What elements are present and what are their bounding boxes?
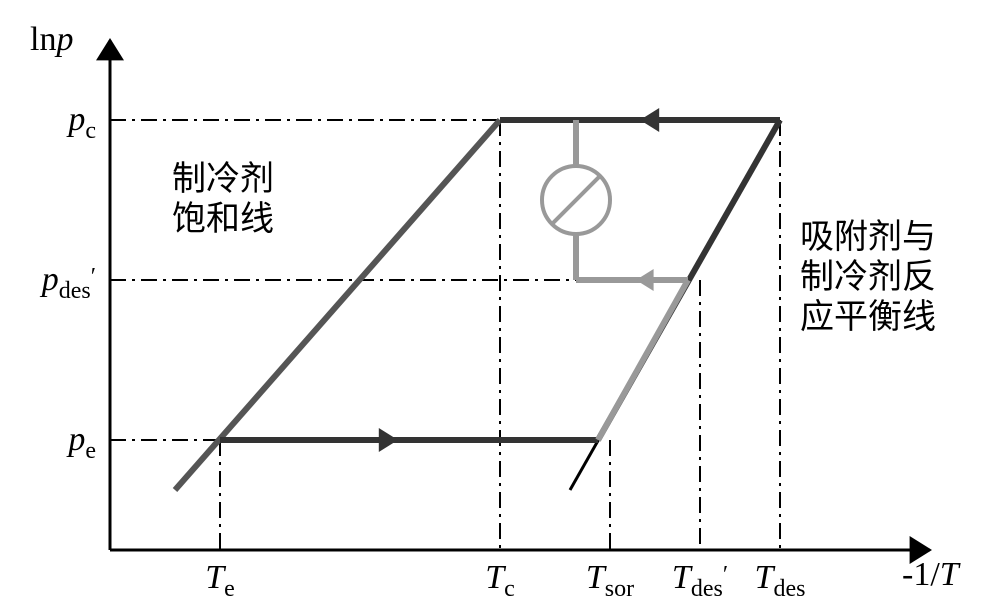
label-eq-3: 应平衡线: [800, 298, 936, 336]
label-eq-2: 制冷剂反: [800, 258, 936, 296]
y-axis-label: lnp: [30, 21, 73, 58]
x-axis-label: -1/T: [902, 556, 961, 593]
label-sat-1: 制冷剂: [172, 160, 274, 198]
label-sat-2: 饱和线: [172, 200, 274, 238]
label-eq-1: 吸附剂与: [800, 218, 936, 256]
